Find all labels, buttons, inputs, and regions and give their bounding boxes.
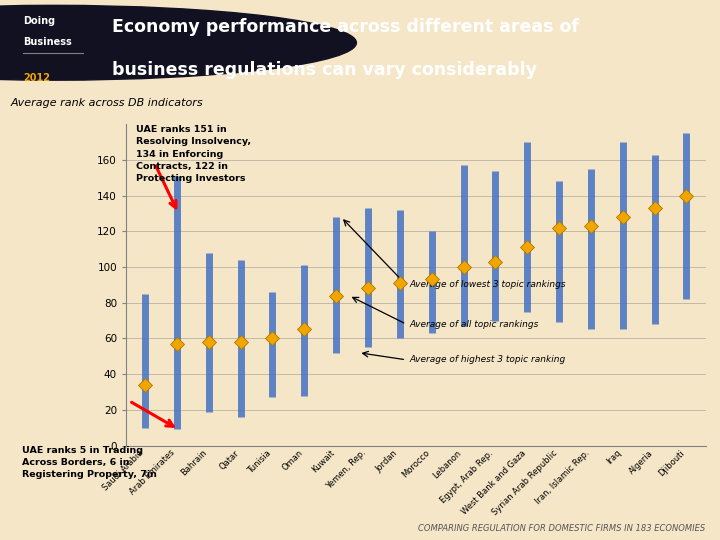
Text: UAE ranks 5 in Trading
Across Borders, 6 in
Registering Property, 7in: UAE ranks 5 in Trading Across Borders, 6… — [22, 446, 157, 480]
Text: Average of all topic rankings: Average of all topic rankings — [410, 320, 539, 329]
Text: UAE ranks 151 in
Resolving Insolvency,
134 in Enforcing
Contracts, 122 in
Protec: UAE ranks 151 in Resolving Insolvency, 1… — [136, 125, 251, 183]
Text: Business: Business — [23, 37, 72, 48]
Text: Doing: Doing — [23, 16, 55, 26]
Text: Economy performance across different areas of: Economy performance across different are… — [112, 18, 579, 36]
Text: Average of highest 3 topic ranking: Average of highest 3 topic ranking — [410, 355, 566, 364]
Circle shape — [0, 5, 356, 80]
Text: 2012: 2012 — [23, 73, 50, 83]
Text: Average of lowest 3 topic rankings: Average of lowest 3 topic rankings — [410, 280, 566, 289]
Text: Average rank across DB indicators: Average rank across DB indicators — [11, 98, 204, 108]
Text: business regulations can vary considerably: business regulations can vary considerab… — [112, 60, 536, 79]
Text: COMPARING REGULATION FOR DOMESTIC FIRMS IN 183 ECONOMIES: COMPARING REGULATION FOR DOMESTIC FIRMS … — [418, 524, 706, 532]
